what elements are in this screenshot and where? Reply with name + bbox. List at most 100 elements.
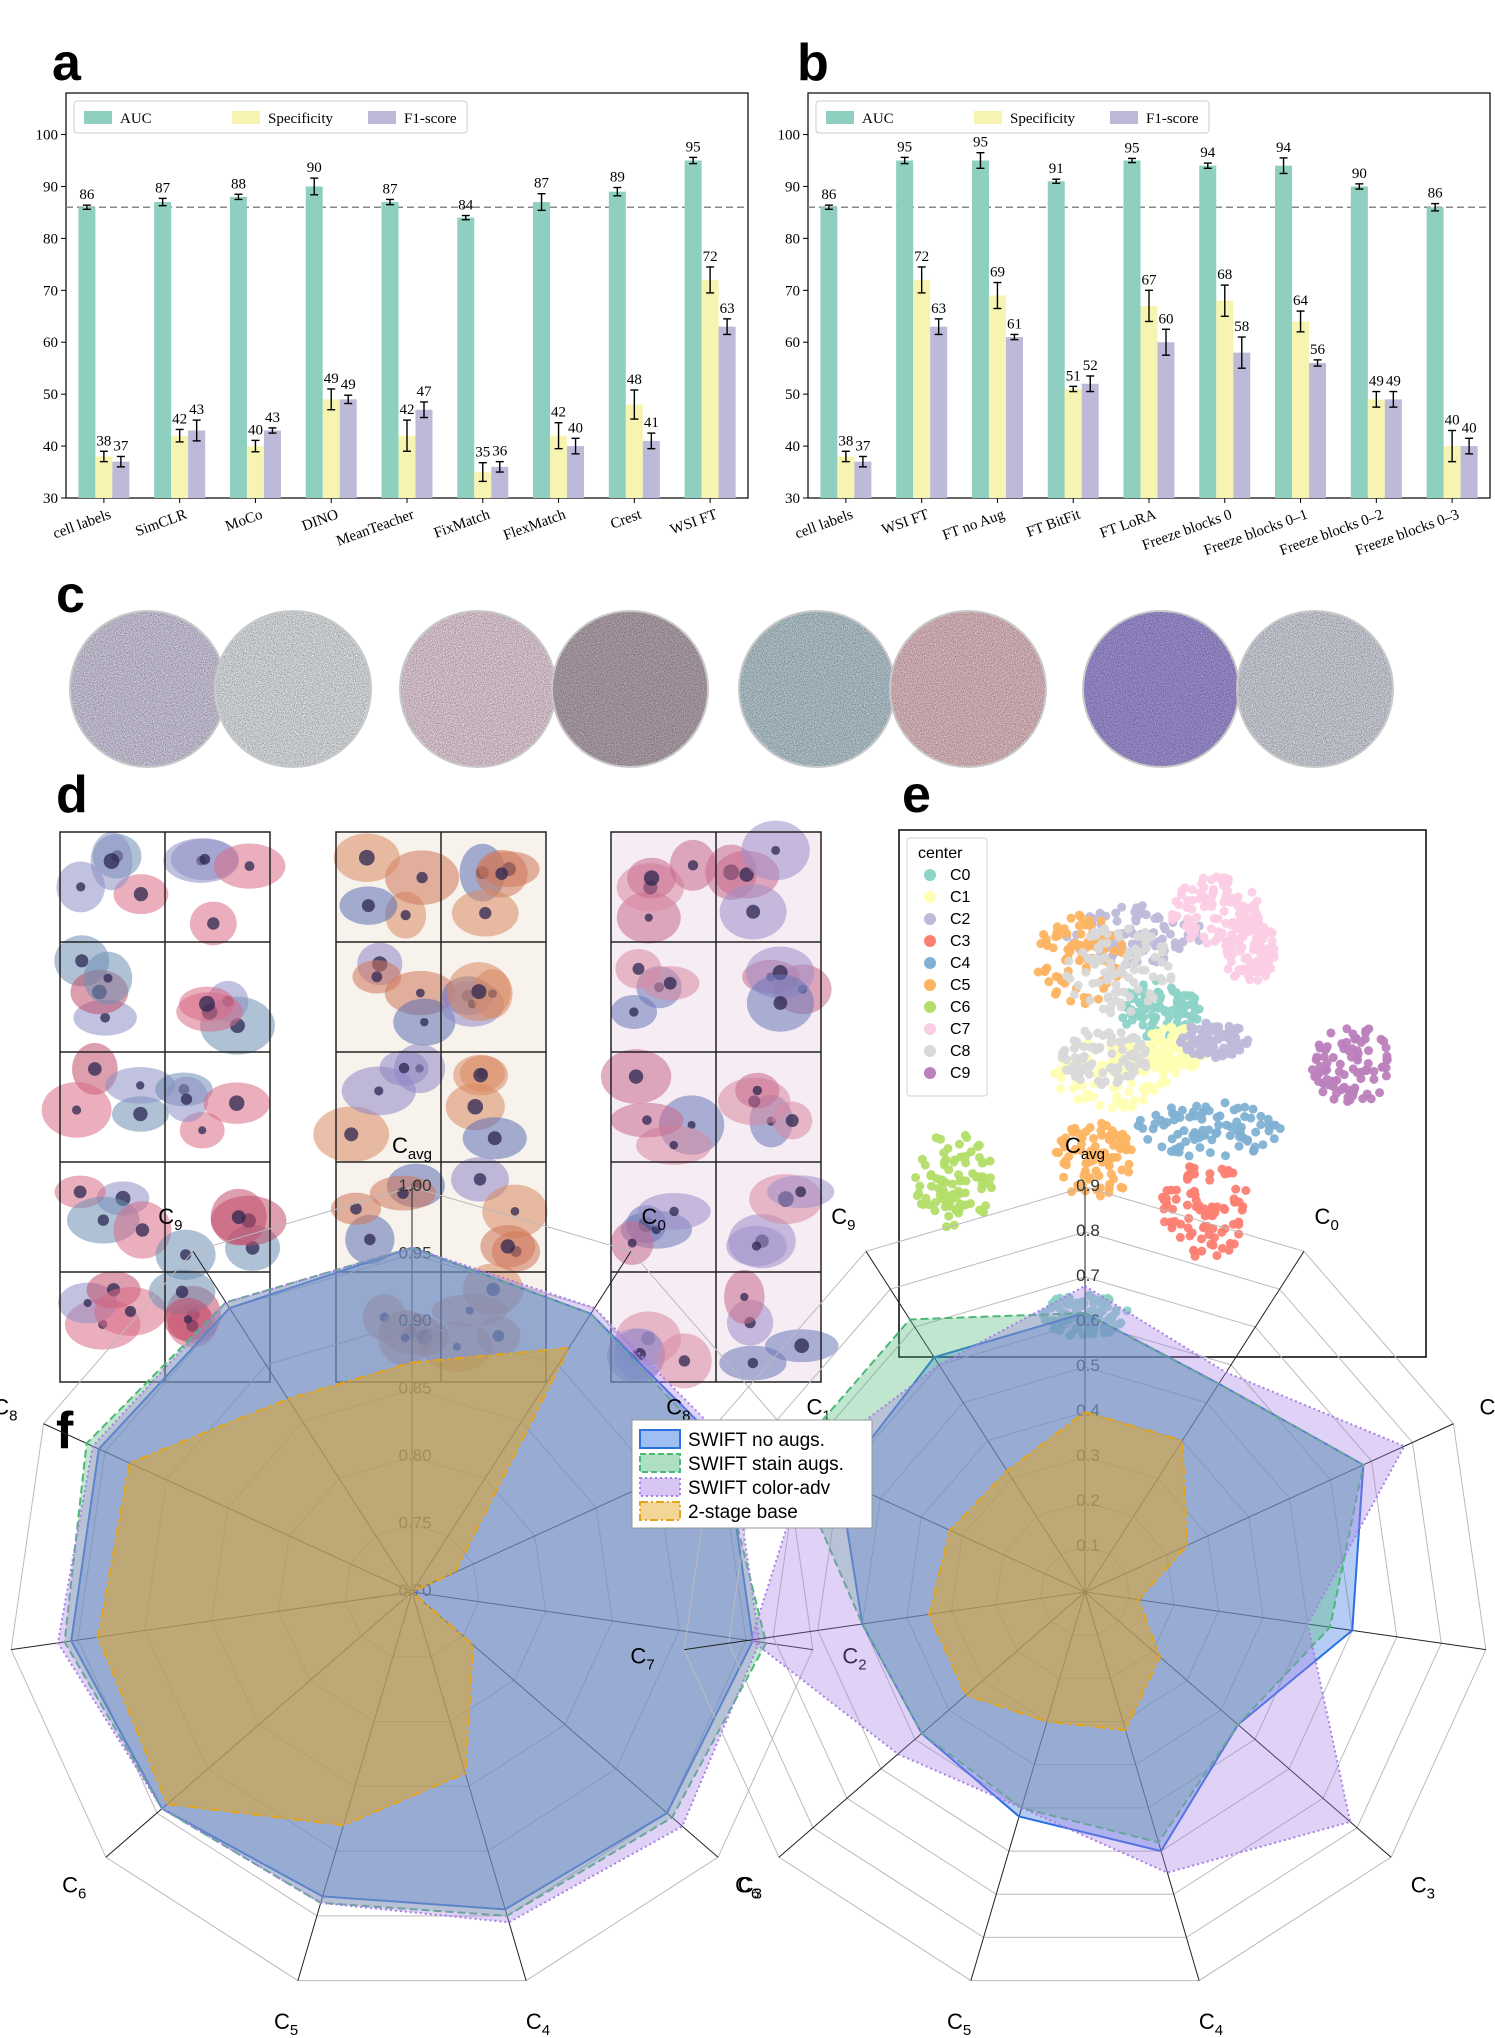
scatter-point-c5 — [1042, 941, 1052, 951]
scatter-point-c9 — [1319, 1052, 1329, 1062]
scatter-point-c7 — [1219, 906, 1229, 916]
legend-label-c7: C7 — [950, 1021, 971, 1038]
scatter-point-c4 — [1212, 1127, 1222, 1137]
scatter-point-c9 — [1339, 1070, 1349, 1080]
x-tick-label: cell labels — [793, 507, 855, 543]
bar-specificity — [398, 435, 416, 498]
axis-label-sub: 4 — [1215, 2022, 1223, 2038]
scatter-point-c8 — [1069, 990, 1079, 1000]
radar-axis-label: C3 — [738, 1873, 762, 1903]
scatter-point-c8 — [1114, 932, 1124, 942]
data-label: 47 — [417, 384, 433, 400]
radar-legend-label: SWIFT no augs. — [688, 1430, 825, 1451]
scatter-point-c7 — [1223, 964, 1233, 974]
scatter-point-c8 — [1089, 958, 1099, 968]
scatter-point-c5 — [1056, 1136, 1066, 1146]
scatter-point-c6 — [960, 1130, 970, 1140]
bar-f1-score — [1233, 352, 1251, 498]
cell-nucleus — [795, 1186, 807, 1198]
scatter-point-c8 — [1159, 942, 1169, 952]
cell-nucleus — [183, 1315, 192, 1324]
scatter-point-c8 — [1100, 1077, 1110, 1087]
scatter-point-c4 — [1240, 1112, 1250, 1122]
scatter-point-c2 — [1131, 916, 1141, 926]
y-tick-label: 40 — [43, 439, 58, 455]
scatter-point-c8 — [1075, 1054, 1085, 1064]
radar-tick-label: 0.90 — [398, 1311, 431, 1330]
scatter-point-c8 — [1148, 993, 1158, 1003]
bar-f1-score — [1309, 363, 1327, 498]
scatter-point-c8 — [1106, 963, 1116, 973]
cell-nucleus — [244, 861, 255, 872]
cell-nucleus — [400, 909, 411, 921]
scatter-point-c1 — [1152, 1063, 1162, 1073]
legend-marker-c7 — [924, 1023, 936, 1035]
scatter-point-c1 — [1097, 1060, 1107, 1070]
cell-nucleus — [420, 1017, 429, 1027]
bar-f1-score — [1005, 337, 1023, 498]
radar-axis-label: C5 — [947, 2009, 971, 2038]
legend-label-c1: C1 — [950, 889, 971, 906]
scatter-point-c8 — [1106, 1002, 1116, 1012]
panel-letter-e: e — [902, 766, 931, 824]
scatter-point-c5 — [1067, 1187, 1077, 1197]
bar-specificity — [171, 435, 189, 498]
scatter-point-c9 — [1335, 1059, 1345, 1069]
scatter-point-c7 — [1192, 912, 1202, 922]
scatter-point-c0 — [1088, 1328, 1098, 1338]
scatter-point-c7 — [1259, 960, 1269, 970]
cell-nucleus — [103, 973, 113, 983]
scatter-point-c8 — [1113, 1063, 1123, 1073]
bar-auc — [971, 160, 989, 498]
scatter-point-c8 — [1140, 1048, 1150, 1058]
radar-tick-label: 0.6 — [1076, 1311, 1100, 1330]
scatter-point-c3 — [1210, 1207, 1220, 1217]
bar-auc — [78, 207, 96, 498]
scatter-point-c4 — [1234, 1141, 1244, 1151]
scatter-point-c0 — [1122, 1019, 1132, 1029]
scatter-point-c1 — [1056, 1084, 1066, 1094]
scatter-point-c3 — [1171, 1194, 1181, 1204]
scatter-point-c9 — [1361, 1028, 1371, 1038]
scatter-point-c8 — [1093, 1028, 1103, 1038]
scatter-point-c2 — [1165, 929, 1175, 939]
bar-f1-score — [188, 430, 206, 498]
scatter-point-c5 — [1074, 956, 1084, 966]
scatter-point-c8 — [1124, 973, 1134, 983]
bar-auc — [154, 202, 172, 499]
scatter-point-c4 — [1133, 1121, 1143, 1131]
cell-nucleus — [785, 1114, 799, 1128]
radar-axis-label: C8 — [666, 1394, 690, 1424]
scatter-point-c9 — [1328, 1078, 1338, 1088]
slide-texture — [70, 611, 226, 767]
scatter-point-c2 — [1216, 1028, 1226, 1038]
scatter-point-c5 — [1092, 1185, 1102, 1195]
axis-label-sub: 8 — [682, 1407, 690, 1424]
data-label: 89 — [610, 170, 625, 186]
bar-f1-score — [854, 461, 872, 498]
scatter-point-c2 — [1209, 1042, 1219, 1052]
cell-nucleus — [358, 849, 375, 866]
scatter-point-c9 — [1344, 1085, 1354, 1095]
cell-nucleus — [740, 1292, 749, 1302]
scatter-point-c0 — [1085, 1290, 1095, 1300]
scatter-point-c5 — [1085, 1123, 1095, 1133]
scatter-point-c8 — [1116, 1002, 1126, 1012]
scatter-point-c8 — [1089, 927, 1099, 937]
scatter-point-c1 — [1111, 1096, 1121, 1106]
scatter-point-c5 — [1044, 977, 1054, 987]
y-tick-label: 100 — [778, 128, 801, 144]
scatter-point-c8 — [1094, 977, 1104, 987]
bar-auc — [896, 160, 914, 498]
data-label: 63 — [720, 301, 735, 317]
scatter-point-c4 — [1179, 1126, 1189, 1136]
scatter-point-c7 — [1219, 897, 1229, 907]
axis-label-sub: 0 — [1330, 1217, 1338, 1234]
y-tick-label: 40 — [785, 439, 800, 455]
data-label: 95 — [897, 139, 912, 155]
scatter-point-c8 — [1134, 1059, 1144, 1069]
radar-axis-label: C1 — [1479, 1394, 1495, 1424]
legend-label-c3: C3 — [950, 933, 971, 950]
scatter-point-c7 — [1228, 942, 1238, 952]
legend-swatch — [232, 111, 260, 124]
